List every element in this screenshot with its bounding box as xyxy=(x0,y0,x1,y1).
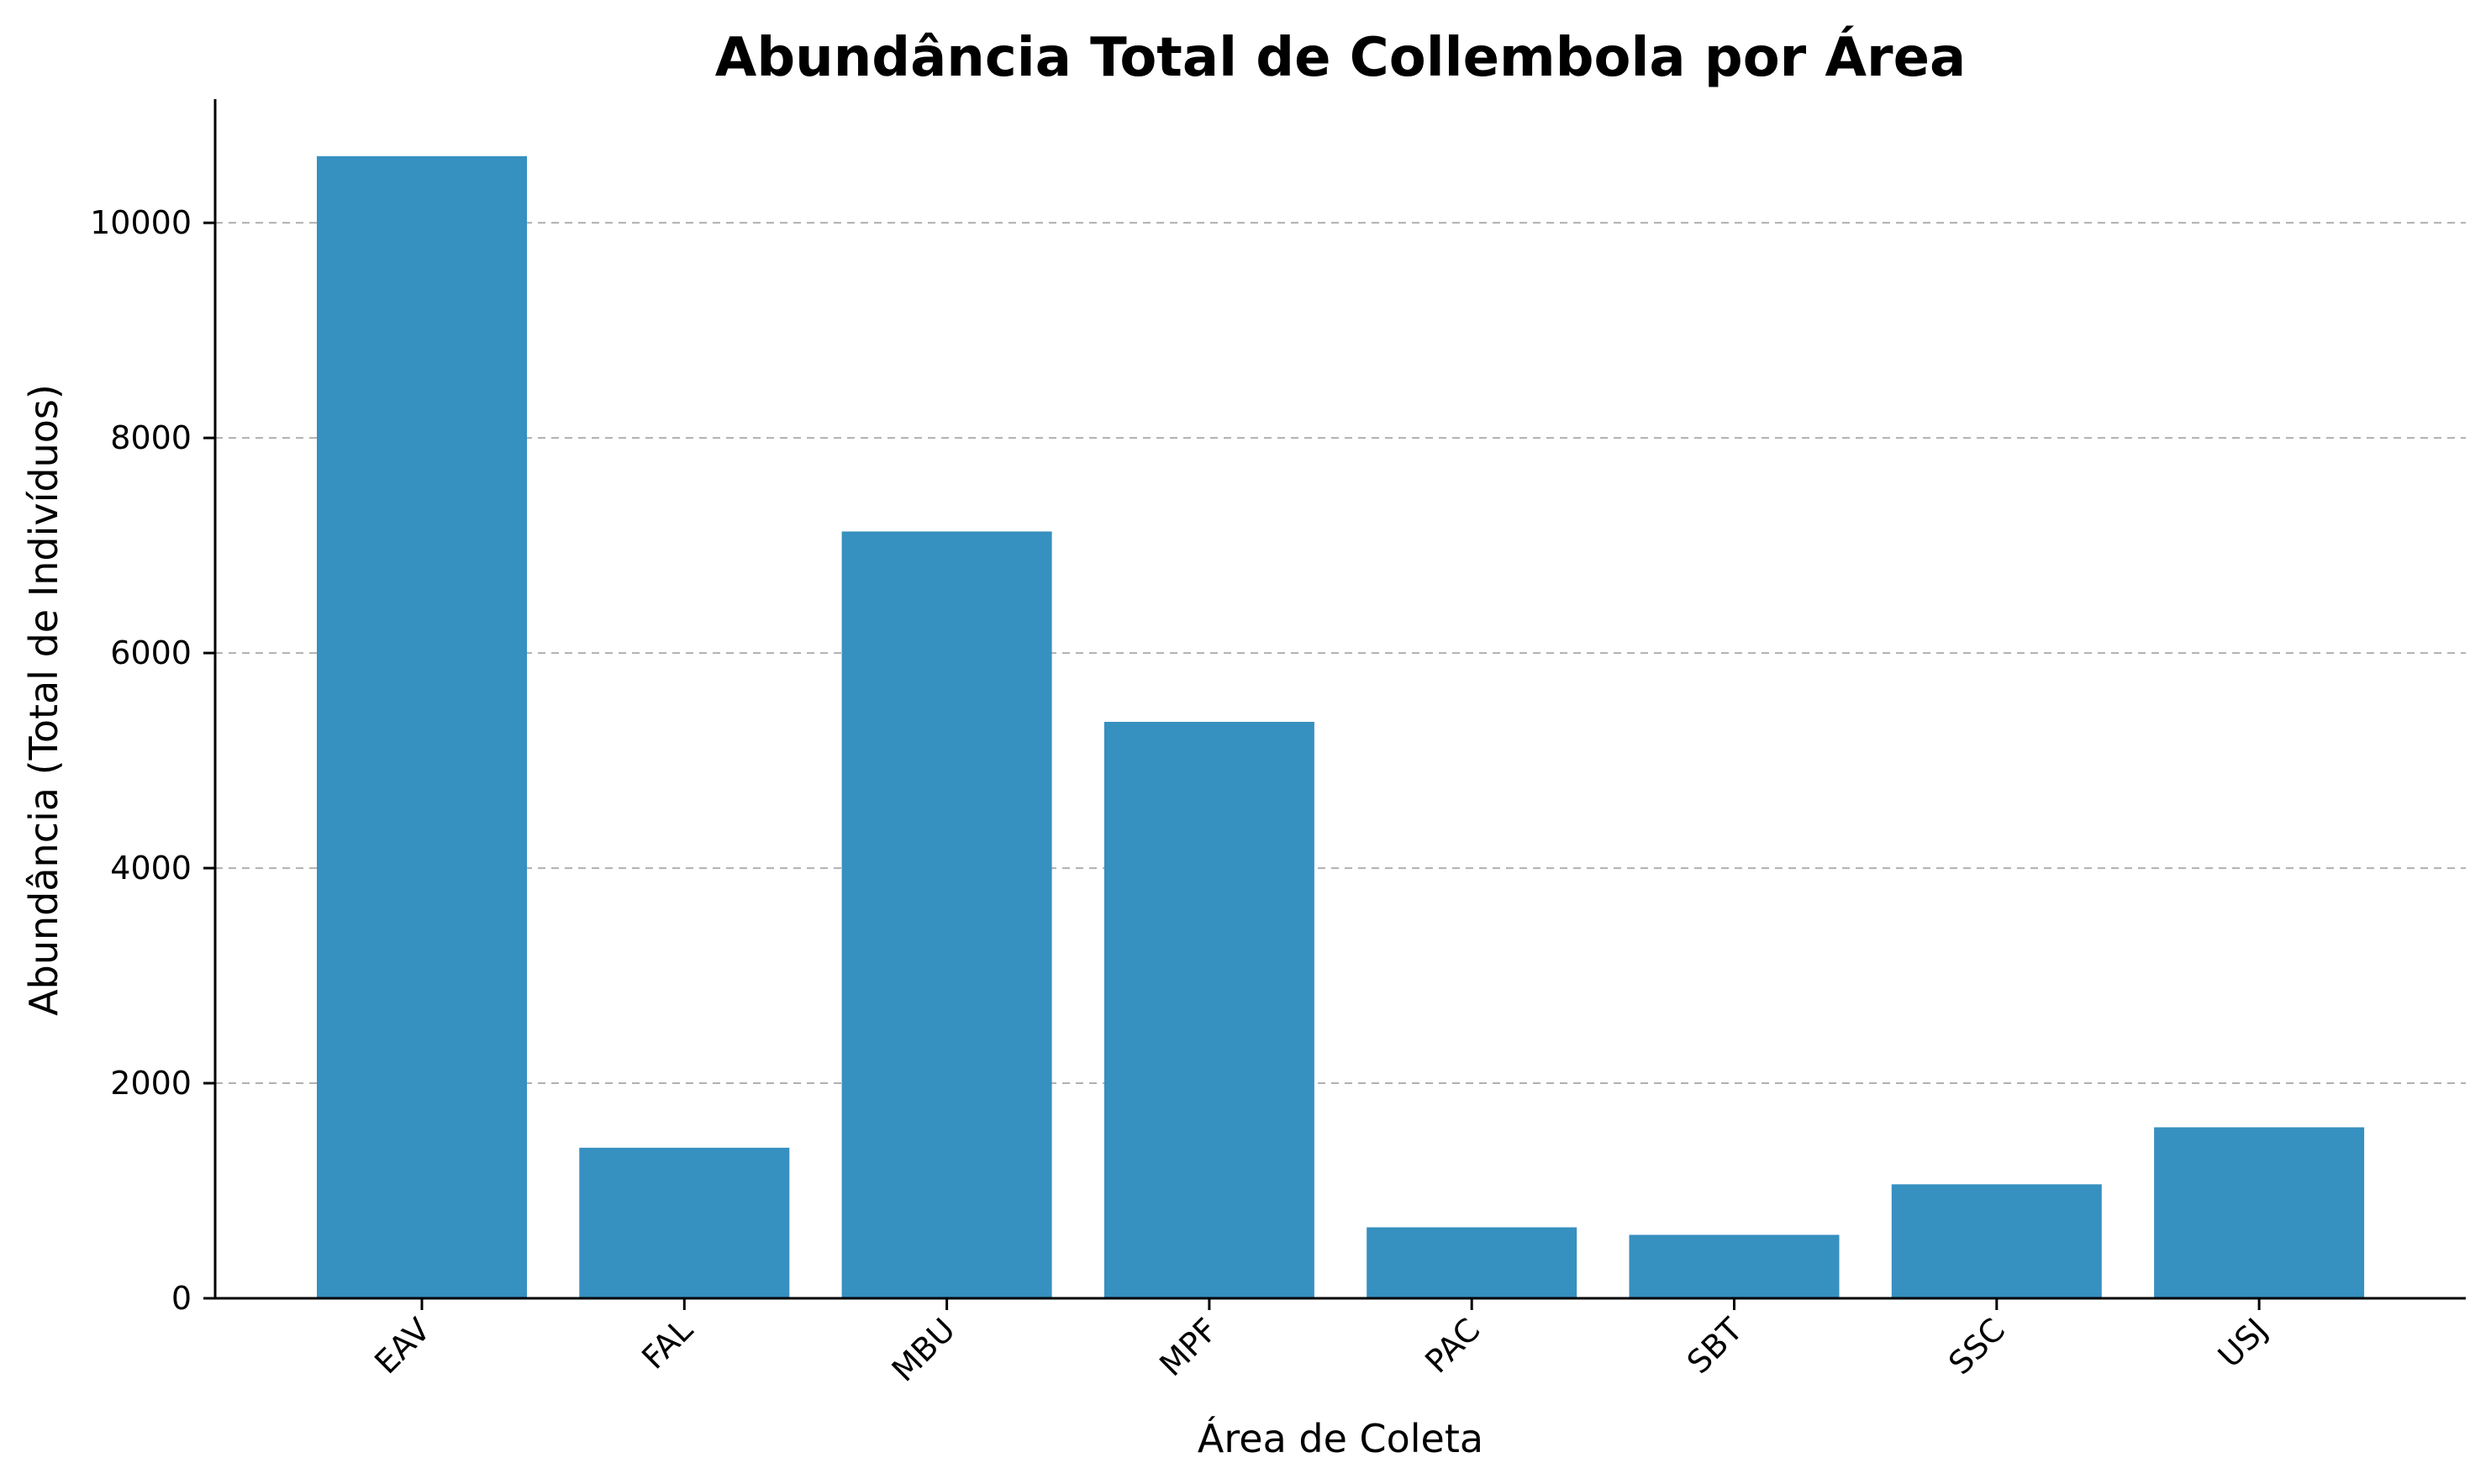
bar-fal xyxy=(579,1147,790,1298)
y-axis-label: Abundância (Total de Indivíduos) xyxy=(21,384,66,1016)
chart-title: Abundância Total de Collembola por Área xyxy=(715,25,1966,89)
bar-eav xyxy=(317,155,527,1299)
bar-mbu xyxy=(841,531,1052,1298)
bar-ssc xyxy=(1891,1184,2102,1298)
x-tick-label: USJ xyxy=(2211,1311,2275,1375)
x-axis-label: Área de Coleta xyxy=(1198,1416,1483,1461)
grid-lines xyxy=(215,222,2466,1085)
bar-mpf xyxy=(1103,722,1314,1298)
x-tick-label: SBT xyxy=(1680,1311,1751,1381)
bar-pac xyxy=(1367,1227,1577,1298)
y-tick-label: 8000 xyxy=(110,419,192,456)
x-tick-label: PAC xyxy=(1418,1311,1487,1380)
bar-sbt xyxy=(1629,1234,1840,1298)
y-tick-label: 6000 xyxy=(110,634,192,671)
x-tick-label: MBU xyxy=(885,1311,962,1388)
y-tick-label: 0 xyxy=(171,1280,192,1317)
y-tick-label: 10000 xyxy=(90,204,192,241)
y-ticks: 0 2000 4000 6000 8000 10000 xyxy=(90,204,215,1317)
x-tick-label: MPF xyxy=(1152,1311,1224,1383)
x-tick-label: EAV xyxy=(367,1311,437,1381)
y-tick-label: 2000 xyxy=(110,1065,192,1102)
bar-usj xyxy=(2154,1127,2365,1298)
x-tick-label: SSC xyxy=(1941,1311,2012,1381)
x-ticks: EAV FAL MBU MPF PAC SBT SSC USJ xyxy=(367,1298,2274,1389)
y-tick-label: 4000 xyxy=(110,850,192,887)
x-tick-label: FAL xyxy=(635,1311,699,1376)
bars xyxy=(317,155,2365,1299)
